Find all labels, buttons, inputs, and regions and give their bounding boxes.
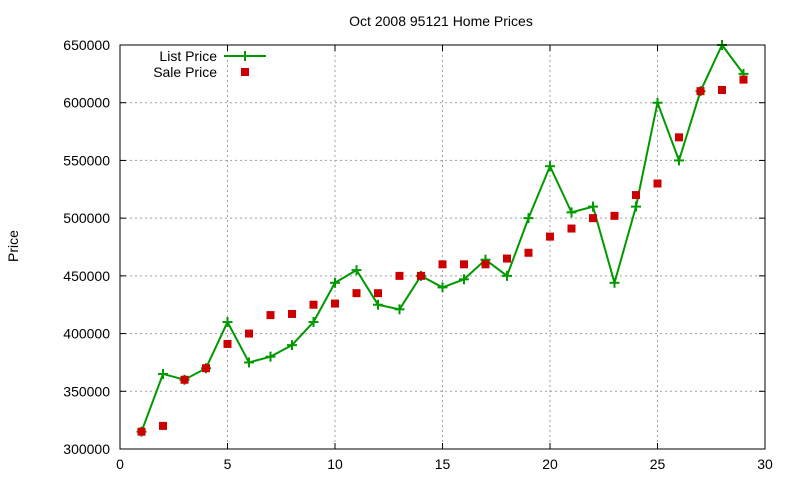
- list-price-point: [523, 213, 534, 224]
- grid-lines: [120, 45, 765, 449]
- sale-price-point: [546, 232, 554, 241]
- sale-price-point: [352, 289, 361, 298]
- y-tick-label: 350000: [63, 383, 110, 399]
- y-tick-label: 450000: [63, 268, 110, 284]
- sale-price-point: [223, 339, 232, 348]
- sale-price-point: [438, 260, 447, 269]
- sale-price-point: [137, 427, 146, 436]
- sale-price-point: [245, 329, 253, 338]
- sale-price-point: [288, 309, 296, 318]
- x-tick-label: 30: [757, 456, 773, 472]
- sale-price-point: [696, 87, 705, 96]
- x-tick-label: 20: [542, 456, 558, 472]
- list-price-point: [631, 201, 641, 212]
- y-axis-label: Price: [5, 230, 21, 262]
- y-tick-label: 650000: [63, 37, 110, 53]
- list-price-point: [652, 97, 663, 108]
- list-price-point: [502, 270, 512, 281]
- list-price-point: [222, 317, 233, 328]
- sale-price-point: [159, 421, 167, 430]
- y-tick-label: 550000: [63, 152, 110, 168]
- series-sale-price: [137, 75, 748, 436]
- sale-price-point: [202, 364, 210, 373]
- sale-price-point: [718, 86, 726, 95]
- x-tick-label: 10: [327, 456, 343, 472]
- list-price-point: [674, 155, 684, 166]
- list-price-point: [308, 317, 319, 328]
- list-price-point: [244, 357, 254, 368]
- list-price-point: [437, 282, 448, 293]
- sale-price-point: [374, 289, 382, 298]
- y-tick-label: 500000: [63, 210, 110, 226]
- sale-price-point: [395, 271, 404, 280]
- series-list-price: [136, 40, 749, 437]
- list-price-point: [566, 207, 577, 218]
- chart-title: Oct 2008 95121 Home Prices: [349, 13, 533, 29]
- legend-plus-marker: [240, 51, 250, 61]
- list-price-point: [373, 299, 383, 310]
- list-price-point: [394, 304, 405, 315]
- sale-price-point: [331, 299, 339, 308]
- sale-price-point: [675, 133, 683, 142]
- list-price-point: [351, 265, 362, 276]
- list-price-point: [265, 351, 276, 362]
- sale-price-point: [417, 271, 425, 280]
- sale-price-point: [180, 375, 189, 384]
- sale-price-point: [739, 75, 748, 84]
- x-tick-label: 5: [224, 456, 232, 472]
- sale-price-point: [567, 224, 576, 233]
- x-tick-label: 15: [435, 456, 451, 472]
- legend-label: Sale Price: [153, 64, 217, 80]
- list-price-point: [158, 368, 168, 379]
- sale-price-point: [309, 300, 318, 309]
- sale-price-point: [266, 311, 275, 320]
- list-price-point: [609, 277, 620, 288]
- list-price-point: [330, 277, 340, 288]
- y-tick-label: 600000: [63, 95, 110, 111]
- y-tick-label: 400000: [63, 326, 110, 342]
- sale-price-point: [589, 214, 597, 223]
- legend-label: List Price: [159, 48, 217, 64]
- data-series: [136, 40, 749, 437]
- sale-price-point: [632, 191, 640, 200]
- sale-price-point: [653, 179, 662, 188]
- x-tick-label: 0: [116, 456, 124, 472]
- sale-price-point: [481, 260, 490, 269]
- list-price-point: [287, 340, 297, 351]
- list-price-point: [459, 274, 469, 285]
- sale-price-point: [524, 248, 533, 257]
- sale-price-point: [503, 254, 511, 263]
- sale-price-point: [610, 211, 619, 220]
- plot-frame: [119, 44, 766, 450]
- list-price-point: [588, 201, 598, 212]
- sale-price-point: [460, 260, 468, 269]
- list-price-point: [545, 161, 555, 172]
- legend-square-swatch: [241, 68, 249, 76]
- x-tick-label: 25: [650, 456, 666, 472]
- y-tick-label: 300000: [63, 441, 110, 457]
